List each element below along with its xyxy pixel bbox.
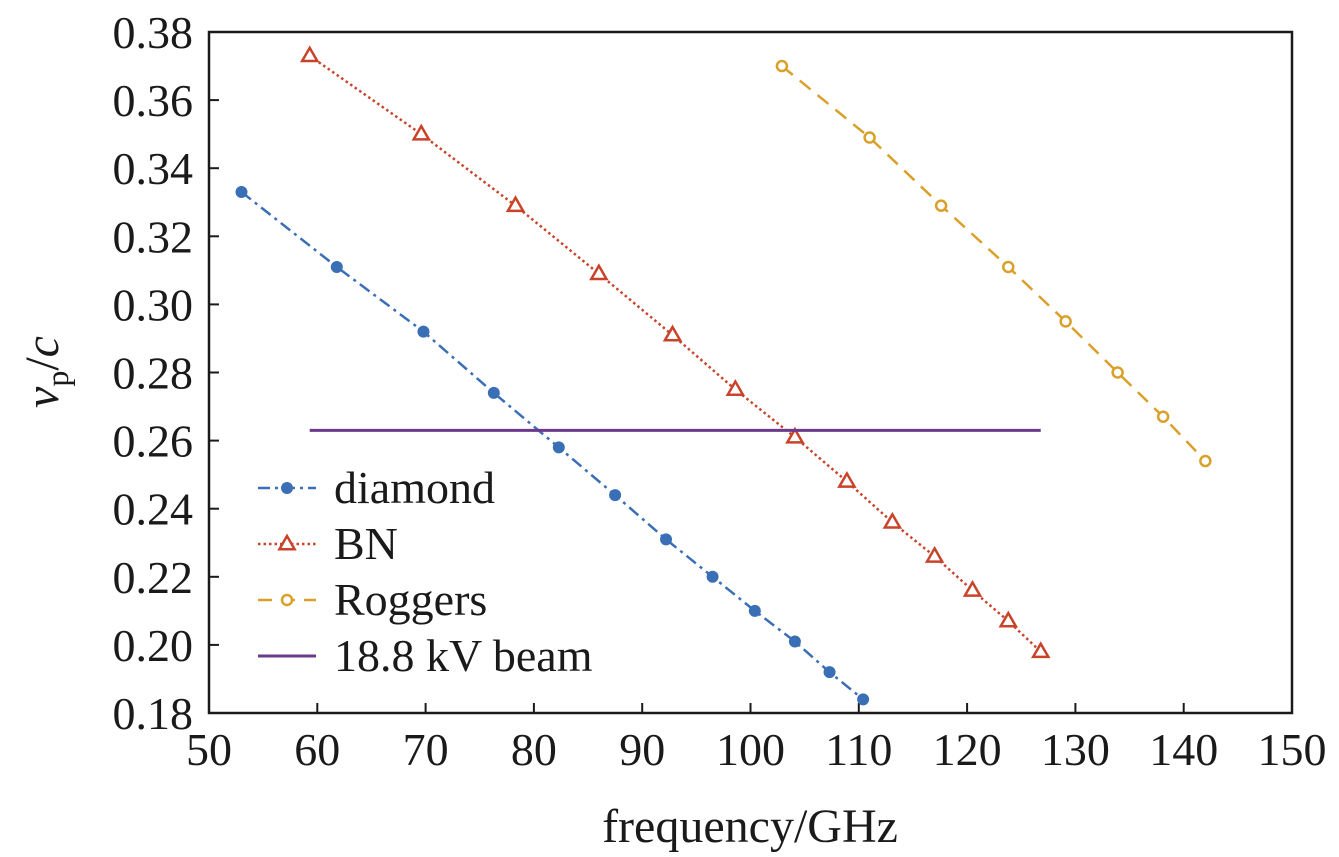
data-point-bn [998, 610, 1019, 628]
data-point-bn [725, 379, 746, 396]
legend-marker-roggers [280, 593, 294, 607]
series-roggers [775, 59, 1212, 468]
x-axis: 50 60 70 80 90 100 110 120 130 140 150 [186, 703, 1327, 775]
data-point-bn [837, 470, 857, 488]
series-line-diamond [240, 191, 864, 701]
series-bn [299, 45, 1051, 659]
x-tick-label: 100 [716, 724, 785, 775]
y-axis-title-v: v [16, 386, 69, 408]
legend-label-18-8-kv-beam: 18.8 kV beam [334, 630, 593, 681]
series-layer [235, 45, 1212, 706]
y-tick-label: 0.26 [113, 416, 194, 467]
x-tick-label: 130 [1041, 724, 1110, 775]
x-tick-label: 150 [1258, 724, 1327, 775]
y-axis-title-sub: p [39, 371, 75, 387]
data-point-roggers [1111, 366, 1124, 379]
legend-marker-diamond [281, 482, 293, 494]
x-tick-label: 80 [511, 724, 557, 775]
data-point-bn [589, 263, 609, 281]
data-point-bn [299, 45, 320, 63]
data-point-diamond [748, 604, 761, 617]
y-axis: 0.18 0.20 0.22 0.24 0.26 0.28 0.30 0.32 0.34 0.36… [113, 7, 219, 739]
data-point-bn [505, 195, 526, 213]
x-tick-label: 50 [186, 724, 232, 775]
y-tick-label: 0.18 [113, 688, 194, 739]
y-tick-label: 0.24 [113, 484, 194, 535]
x-tick-label: 70 [403, 724, 449, 775]
data-point-diamond [552, 441, 565, 454]
legend-marker-bn [277, 533, 297, 551]
y-tick-label: 0.20 [113, 620, 194, 671]
legend-item-diamond: diamond [258, 462, 495, 513]
legend-item-18-8-kv-beam: 18.8 kV beam [258, 630, 593, 681]
data-point-roggers [934, 199, 948, 212]
data-point-roggers [775, 59, 789, 73]
data-point-bn [662, 324, 683, 342]
x-tick-label: 140 [1149, 724, 1218, 775]
series-diamond [235, 186, 870, 706]
data-point-bn [962, 579, 983, 597]
data-point-bn [411, 123, 432, 141]
data-point-diamond [788, 635, 801, 648]
data-point-bn [882, 511, 903, 529]
y-tick-label: 0.28 [113, 348, 194, 399]
y-tick-label: 0.22 [113, 552, 194, 603]
data-point-diamond [609, 489, 622, 502]
data-point-diamond [417, 325, 430, 338]
data-point-roggers [863, 131, 876, 144]
legend-label-bn: BN [334, 518, 398, 569]
data-point-diamond [660, 533, 673, 546]
data-point-diamond [235, 186, 248, 199]
x-tick-label: 110 [825, 724, 892, 775]
data-point-roggers [1156, 410, 1170, 424]
data-point-diamond [706, 570, 719, 583]
y-tick-label: 0.30 [113, 279, 194, 330]
data-point-bn [1030, 641, 1051, 659]
legend-item-roggers: Roggers [258, 574, 487, 625]
data-point-diamond [823, 666, 836, 679]
y-axis-title-c: c [16, 336, 69, 357]
data-point-roggers [1059, 315, 1072, 328]
x-tick-label: 60 [294, 724, 340, 775]
y-tick-label: 0.36 [113, 75, 194, 126]
data-point-roggers [1199, 454, 1212, 468]
y-tick-label: 0.34 [113, 143, 194, 194]
legend-label-diamond: diamond [334, 462, 495, 513]
data-point-diamond [330, 260, 343, 273]
series-line-roggers [781, 65, 1207, 462]
y-axis-title: vp/c [16, 336, 75, 408]
data-point-bn [785, 426, 805, 444]
x-tick-label: 90 [619, 724, 665, 775]
x-tick-label: 120 [933, 724, 1002, 775]
data-point-diamond [857, 693, 870, 706]
legend-item-bn: BN [258, 518, 398, 569]
y-tick-label: 0.32 [113, 211, 194, 262]
legend-label-roggers: Roggers [334, 574, 487, 625]
x-axis-title: frequency/GHz [602, 800, 898, 853]
data-point-diamond [487, 386, 500, 399]
y-tick-label: 0.38 [113, 7, 194, 58]
data-point-bn [924, 545, 945, 563]
y-axis-title-slash: / [16, 357, 69, 371]
data-point-roggers [1002, 260, 1015, 274]
